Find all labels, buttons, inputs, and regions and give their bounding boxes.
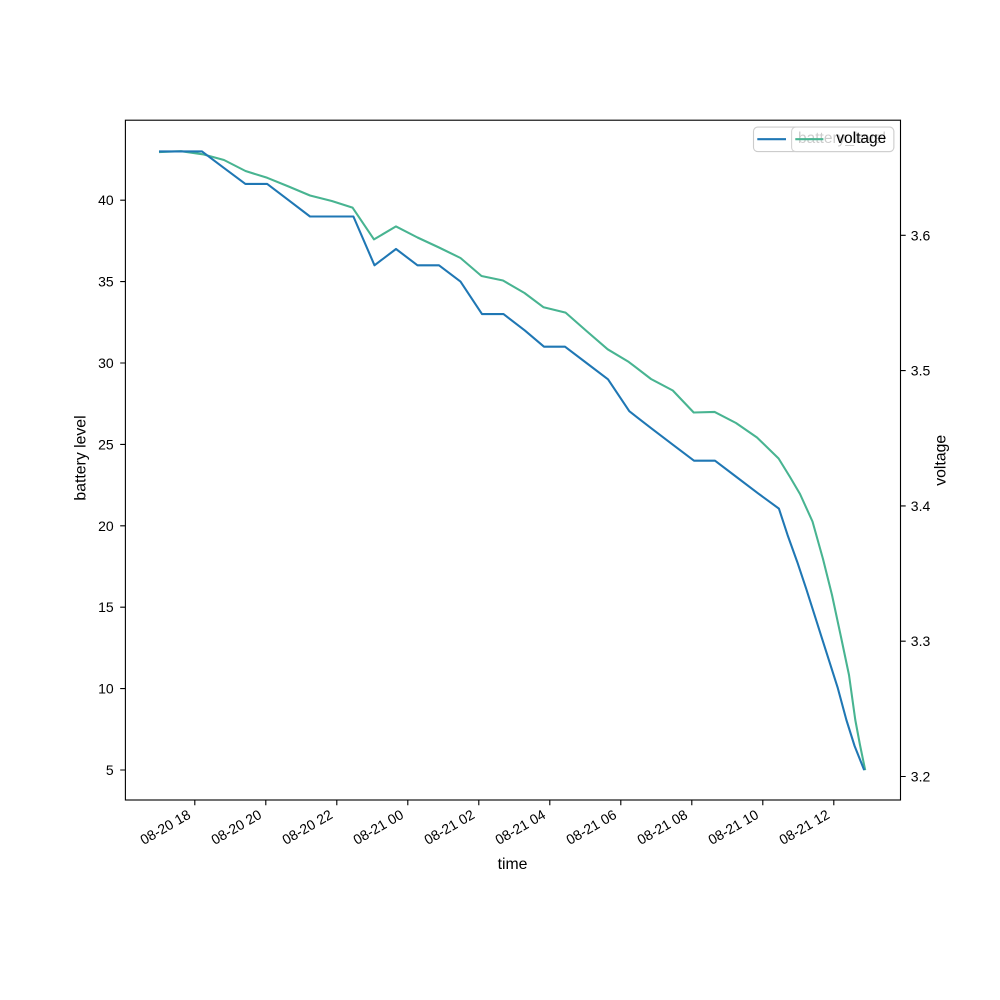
svg-text:20: 20 <box>98 518 114 534</box>
svg-text:3.2: 3.2 <box>911 769 931 785</box>
svg-text:30: 30 <box>98 355 114 371</box>
svg-text:40: 40 <box>98 192 114 208</box>
svg-text:3.6: 3.6 <box>911 227 931 243</box>
svg-text:3.3: 3.3 <box>911 633 931 649</box>
svg-text:battery level: battery level <box>73 415 90 500</box>
svg-text:15: 15 <box>98 599 114 615</box>
svg-text:3.4: 3.4 <box>911 498 931 514</box>
svg-text:35: 35 <box>98 274 114 290</box>
svg-text:5: 5 <box>106 762 114 778</box>
svg-text:3.5: 3.5 <box>911 363 931 379</box>
svg-text:time: time <box>498 856 528 873</box>
svg-text:voltage: voltage <box>836 130 886 147</box>
svg-text:10: 10 <box>98 681 114 697</box>
svg-text:25: 25 <box>98 436 114 452</box>
svg-text:voltage: voltage <box>933 435 950 486</box>
